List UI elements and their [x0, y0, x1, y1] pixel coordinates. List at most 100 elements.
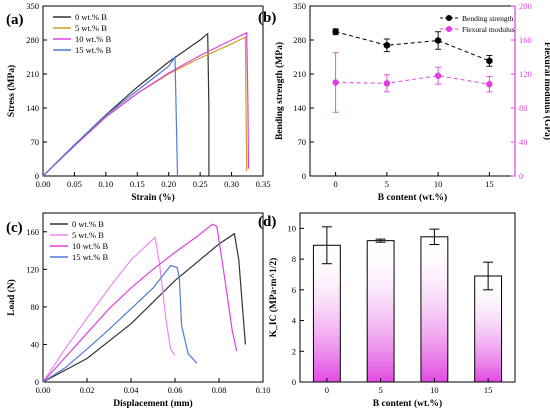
panel-b-y-tick-label: 280	[293, 35, 306, 45]
panel-b-data-point	[383, 80, 391, 87]
panel-a-x-tick-label: 0.30	[224, 179, 239, 189]
panel-d-x-tick-label: 5	[379, 385, 383, 395]
panel-d-y-tick-label: 6	[292, 285, 296, 295]
panel-a-legend-label-3: 15 wt.% B	[75, 45, 111, 55]
panel-b-label: (b)	[258, 10, 276, 26]
panel-a-x-tick-label: 0.35	[256, 179, 271, 189]
panel-a-y-axis-label: Stress (MPa)	[6, 65, 17, 117]
panel-a-y-tick-label: 70	[31, 137, 40, 147]
panel-c-series-line-2	[42, 223, 238, 383]
panel-d-y-tick-label: 2	[292, 346, 296, 356]
panel-b-legend-label-1: Flexural modulus	[462, 25, 515, 34]
panel-b-y-right-tick-label: 80	[519, 103, 528, 113]
panel-b-x-tick-label: 10	[434, 179, 443, 189]
panel-d-y-tick-label: 4	[292, 316, 297, 326]
panel-d-label: (d)	[258, 214, 276, 230]
panel-a-legend-label-0: 0 wt.% B	[75, 12, 107, 22]
panel-c-legend-label-3: 15 wt.% B	[72, 252, 108, 262]
panel-b-series-line-0	[335, 31, 490, 62]
panel-c-legend-label-0: 0 wt.% B	[72, 219, 104, 229]
panel-b-data-point	[383, 41, 390, 49]
panel-a-label: (a)	[6, 12, 24, 28]
panel-d-bar-1	[366, 240, 395, 383]
panel-a-series-line-2	[42, 31, 250, 177]
panel-c-load-displacement: 0.00 0.02 0.04 0.06 0.08 0.10 0 40 80 120 160 Displ…	[6, 212, 270, 409]
panel-b-bending: 0 5 10 15 0 70 140 210 280 350 0 40 80 120 160 200 B con…	[258, 1, 550, 203]
panel-b-y-right-axis-label: Flexural modulus (GPa)	[542, 42, 550, 140]
panel-a-stress-strain: 0.00 0.05 0.10 0.15 0.20 0.25 0.30 0.35 0 70 140 21…	[6, 1, 270, 203]
panel-a-legend-label-1: 5 wt.% B	[75, 23, 107, 33]
panel-b-data-point	[332, 79, 339, 86]
panel-a-x-tick-label: 0.05	[67, 179, 82, 189]
panel-b-y-right-tick-label: 200	[519, 1, 532, 11]
panel-b-data-point	[486, 57, 493, 65]
panel-d-x-tick-label: 10	[430, 385, 439, 395]
panel-a-x-tick-label: 0.00	[36, 179, 51, 189]
panel-c-series-line-1	[42, 236, 176, 383]
panel-d-bar-3	[474, 275, 503, 383]
panel-d-x-tick-label: 0	[325, 385, 329, 395]
panel-b-x-tick-label: 0	[334, 179, 338, 189]
panel-d-y-tick-label: 8	[292, 254, 296, 264]
panel-b-data-point	[486, 81, 493, 88]
panel-c-y-axis-label: Load (N)	[6, 279, 17, 316]
panel-a-legend-label-2: 10 wt.% B	[75, 34, 111, 44]
panel-d-bar-2	[420, 236, 449, 383]
panel-a-series-line-0	[42, 32, 210, 177]
panel-d-x-axis-label: B content (wt.%)	[373, 398, 442, 409]
panel-d-y-tick-label: 10	[288, 223, 297, 233]
panel-b-y-tick-label: 70	[298, 137, 307, 147]
panel-c-plot-frame	[42, 212, 264, 383]
panel-a-y-tick-label: 350	[26, 1, 39, 11]
panel-b-data-point	[435, 36, 442, 45]
panel-b-y-axis-label: Bending strength (MPa)	[274, 42, 285, 140]
panel-c-series-line-3	[42, 264, 198, 383]
panel-a-x-tick-label: 0.15	[130, 179, 145, 189]
panel-a-y-tick-label: 0	[35, 171, 39, 181]
panel-c-y-tick-label: 0	[35, 377, 39, 387]
panel-d-bar-0	[312, 244, 341, 383]
panel-a-x-axis-label: Strain (%)	[131, 192, 175, 203]
panel-c-y-tick-label: 40	[31, 339, 40, 349]
panel-c-legend-label-1: 5 wt.% B	[72, 230, 104, 240]
panel-b-y-right-tick-label: 120	[519, 69, 532, 79]
panel-b-x-axis-label: B content (wt.%)	[378, 192, 447, 203]
panel-c-y-tick-label: 160	[26, 227, 39, 237]
panel-b-data-point	[332, 28, 339, 36]
panel-c-x-tick-label: 0.06	[168, 385, 183, 395]
panel-b-legend-label-0: Bending strength	[462, 14, 514, 23]
panel-a-plot-frame	[42, 5, 264, 177]
panel-c-y-tick-label: 120	[26, 264, 39, 274]
panel-d-y-axis-label: K_IC (MPa·m^1/2)	[268, 258, 279, 338]
panel-c-x-tick-label: 0.04	[124, 385, 140, 395]
panel-b-x-tick-label: 15	[485, 179, 494, 189]
panel-c-legend-label-2: 10 wt.% B	[72, 241, 108, 251]
panel-b-y-tick-label: 140	[293, 103, 306, 113]
panel-b-legend-marker-1	[446, 26, 452, 32]
panel-c-x-tick-label: 0.00	[36, 385, 51, 395]
panel-a-series-line-1	[42, 36, 248, 177]
panel-a-y-tick-label: 210	[26, 69, 39, 79]
panel-c-x-axis-label: Displacement (mm)	[113, 398, 192, 409]
panel-b-y-right-tick-label: 0	[519, 171, 523, 181]
panel-b-y-tick-label: 210	[293, 69, 306, 79]
panel-a-y-tick-label: 280	[26, 35, 39, 45]
panel-d-y-tick-label: 0	[292, 377, 296, 387]
panel-c-y-tick-label: 80	[31, 302, 40, 312]
panel-a-series-line-3	[42, 55, 179, 177]
panel-c-x-tick-label: 0.08	[212, 385, 227, 395]
panel-b-y-tick-label: 0	[302, 171, 306, 181]
panel-d-plot-frame	[299, 212, 516, 383]
panel-b-legend-marker-0	[446, 15, 452, 21]
panel-b-series-line-1	[335, 75, 490, 85]
panel-a-x-tick-label: 0.10	[98, 179, 113, 189]
panel-c-label: (c)	[6, 220, 23, 236]
panel-b-y-tick-label: 350	[293, 1, 306, 11]
panel-b-data-point	[434, 72, 442, 79]
panel-a-x-tick-label: 0.25	[193, 179, 208, 189]
panel-c-x-tick-label: 0.02	[80, 385, 95, 395]
panel-a-x-tick-label: 0.20	[161, 179, 176, 189]
panel-d-x-tick-label: 15	[484, 385, 493, 395]
panel-b-y-right-tick-label: 160	[519, 35, 532, 45]
